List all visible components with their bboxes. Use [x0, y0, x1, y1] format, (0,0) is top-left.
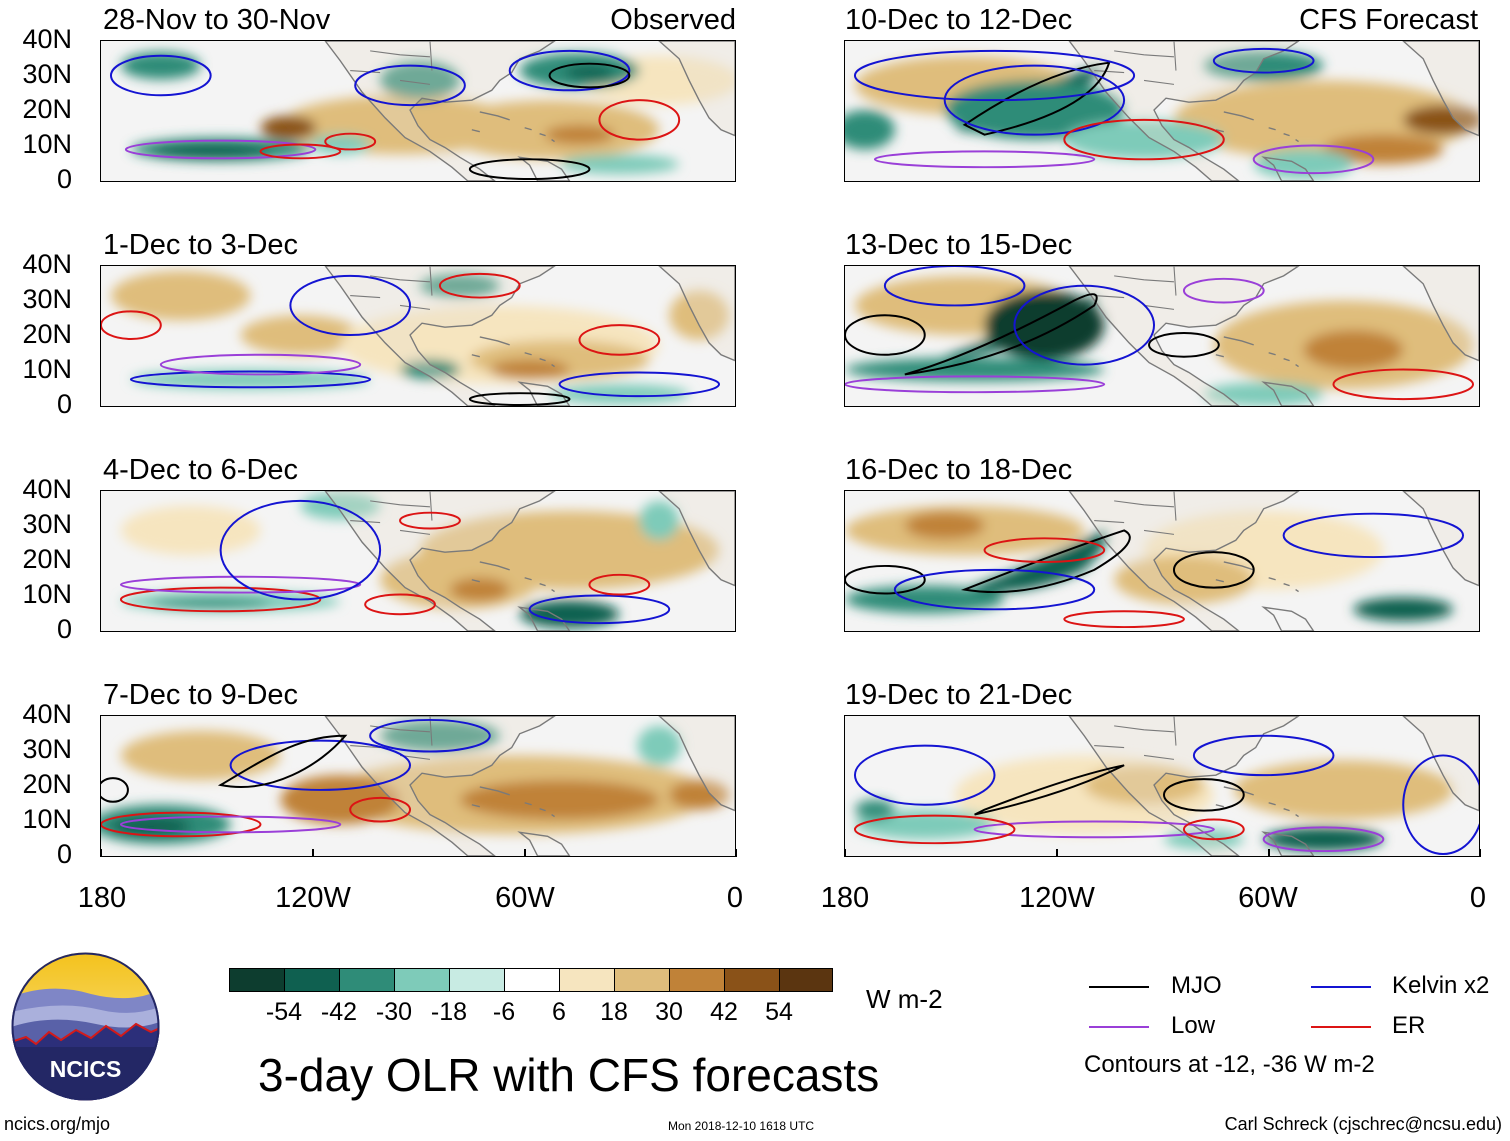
y-label-40n: 40N: [22, 699, 72, 729]
colorbar-label: -30: [375, 998, 413, 1026]
legend-low-label: Low: [1171, 1012, 1216, 1039]
colorbar-swatch: [724, 968, 780, 992]
y-label-20n: 20N: [22, 319, 72, 349]
x-tick: [844, 849, 846, 857]
legend-kelvin-line: [1311, 986, 1371, 988]
y-label-20n: 20N: [22, 769, 72, 799]
y-label-10n: 10N: [22, 129, 72, 159]
y-label-10n: 10N: [22, 804, 72, 834]
y-label-40n: 40N: [22, 249, 72, 279]
map-panel-4: [844, 265, 1480, 407]
panel-title-6: 16-Dec to 18-Dec: [845, 454, 1073, 486]
map-panel-5: [100, 490, 736, 632]
footer-url: ncics.org/mjo: [4, 1114, 111, 1134]
x-tick: [1268, 849, 1270, 857]
colorbar-label: 42: [710, 998, 738, 1026]
contours-note: Contours at -12, -36 W m-2: [1084, 1051, 1375, 1078]
colorbar-swatch: [339, 968, 395, 992]
y-label-20n: 20N: [22, 94, 72, 124]
y-label-30n: 30N: [22, 509, 72, 539]
map-panel-7: [100, 715, 736, 857]
x-tick: [1056, 849, 1058, 857]
y-label-0: 0: [56, 614, 72, 644]
y-label-30n: 30N: [22, 59, 72, 89]
x-tick: [1479, 849, 1481, 857]
y-label-0: 0: [56, 389, 72, 419]
x-label-60w: 60W: [1238, 882, 1298, 914]
colorbar-swatch: [449, 968, 505, 992]
y-label-30n: 30N: [22, 284, 72, 314]
map-panel-6: [844, 490, 1480, 632]
x-tick: [524, 849, 526, 857]
y-label-0: 0: [56, 164, 72, 194]
panel-title-1: 28-Nov to 30-Nov: [103, 4, 331, 36]
colorbar-label: -54: [265, 998, 303, 1026]
x-label-0: 0: [726, 882, 744, 914]
colorbar-swatch: [669, 968, 725, 992]
panel-label-forecast: CFS Forecast: [1299, 4, 1478, 36]
x-label-180: 180: [77, 882, 127, 914]
y-label-10n: 10N: [22, 579, 72, 609]
footer-author: Carl Schreck (cjschrec@ncsu.edu): [1224, 1114, 1502, 1134]
panel-title-7: 7-Dec to 9-Dec: [103, 679, 299, 711]
colorbar-label: 30: [655, 998, 683, 1026]
x-tick: [735, 849, 737, 857]
panel-title-2: 10-Dec to 12-Dec: [845, 4, 1073, 36]
y-label-0: 0: [56, 839, 72, 869]
x-tick: [100, 849, 102, 857]
x-label-60w: 60W: [495, 882, 555, 914]
map-panel-1: [100, 40, 736, 182]
x-label-120w: 120W: [275, 882, 351, 914]
colorbar-label: -18: [430, 998, 468, 1026]
panel-title-5: 4-Dec to 6-Dec: [103, 454, 299, 486]
panel-title-4: 13-Dec to 15-Dec: [845, 229, 1073, 261]
colorbar-swatch: [229, 968, 285, 992]
colorbar-label: 6: [552, 998, 566, 1026]
colorbar-swatch: [614, 968, 670, 992]
map-panel-8: [844, 715, 1480, 857]
panel-label-observed: Observed: [610, 4, 736, 36]
y-label-30n: 30N: [22, 734, 72, 764]
map-panel-3: [100, 265, 736, 407]
colorbar-label: -42: [320, 998, 358, 1026]
legend-er-line: [1311, 1026, 1371, 1028]
colorbar-swatch: [504, 968, 560, 992]
colorbar-swatch: [559, 968, 615, 992]
x-label-0: 0: [1469, 882, 1487, 914]
colorbar-swatch: [394, 968, 450, 992]
legend-mjo-line: [1089, 986, 1149, 988]
footer-timestamp: Mon 2018-12-10 1618 UTC: [668, 1119, 815, 1133]
legend-er-label: ER: [1392, 1012, 1426, 1039]
colorbar-label: 18: [600, 998, 628, 1026]
x-label-180: 180: [820, 882, 870, 914]
ncics-logo: NCICS: [11, 952, 160, 1101]
x-label-120w: 120W: [1019, 882, 1095, 914]
y-label-40n: 40N: [22, 474, 72, 504]
figure-title: 3-day OLR with CFS forecasts: [258, 1049, 880, 1101]
colorbar-label: 54: [765, 998, 793, 1026]
colorbar-label: -6: [492, 998, 516, 1026]
panel-title-3: 1-Dec to 3-Dec: [103, 229, 299, 261]
colorbar-swatch: [779, 968, 833, 992]
colorbar-swatch: [284, 968, 340, 992]
panel-title-8: 19-Dec to 21-Dec: [845, 679, 1073, 711]
x-tick: [312, 849, 314, 857]
y-label-20n: 20N: [22, 544, 72, 574]
logo-text: NCICS: [50, 1056, 122, 1082]
legend-mjo-label: MJO: [1171, 972, 1222, 999]
y-label-40n: 40N: [22, 24, 72, 54]
map-panel-2: [844, 40, 1480, 182]
legend-kelvin-label: Kelvin x2: [1392, 972, 1490, 999]
y-label-10n: 10N: [22, 354, 72, 384]
colorbar-units: W m-2: [866, 984, 943, 1014]
legend-low-line: [1089, 1026, 1149, 1028]
